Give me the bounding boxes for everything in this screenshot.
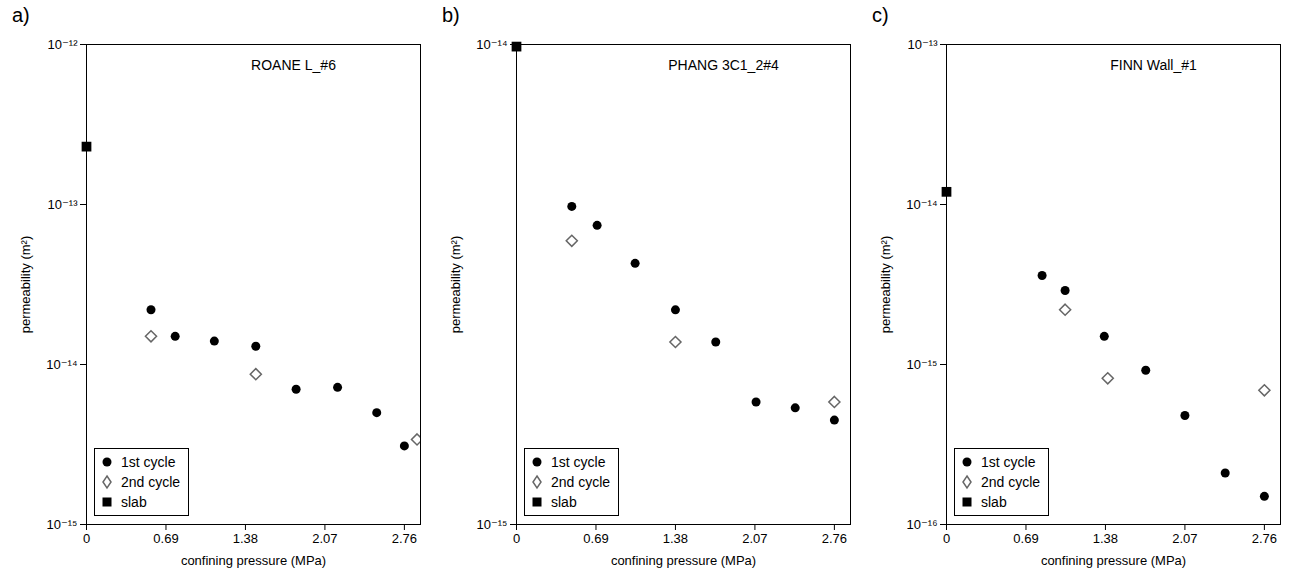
svg-text:1.38: 1.38 [1093,531,1118,546]
svg-text:2.07: 2.07 [1172,531,1197,546]
html-text:2nd cycle: 2nd cycle [551,474,611,490]
svg-text:confining pressure (MPa): confining pressure (MPa) [1041,553,1186,568]
svg-text:FINN Wall_#1: FINN Wall_#1 [1110,57,1197,73]
svg-text:2.76: 2.76 [392,531,417,546]
html-text:1st cycle: 1st cycle [121,454,176,470]
html-text:2nd cycle: 2nd cycle [121,474,181,490]
svg-text:0.69: 0.69 [1013,531,1038,546]
svg-text:10⁻¹²: 10⁻¹² [48,37,79,52]
svg-text:0: 0 [83,531,90,546]
svg-text:10⁻¹³: 10⁻¹³ [48,197,79,212]
svg-text:2.76: 2.76 [1252,531,1277,546]
svg-text:1.38: 1.38 [663,531,688,546]
svg-text:2.07: 2.07 [312,531,337,546]
svg-text:10⁻¹⁵: 10⁻¹⁵ [906,357,937,372]
svg-text:2.76: 2.76 [822,531,847,546]
html-text:1st cycle: 1st cycle [981,454,1036,470]
html-text:c): c) [872,4,889,26]
html-text:b): b) [442,4,460,26]
html-text:a): a) [12,4,30,26]
svg-text:10⁻¹⁴: 10⁻¹⁴ [46,357,77,372]
html-text:slab: slab [121,494,147,510]
svg-text:1.38: 1.38 [233,531,258,546]
svg-text:confining pressure (MPa): confining pressure (MPa) [181,553,326,568]
svg-text:10⁻¹⁴: 10⁻¹⁴ [906,197,937,212]
svg-text:10⁻¹⁵: 10⁻¹⁵ [476,517,507,532]
svg-text:0.69: 0.69 [153,531,178,546]
html-text:slab: slab [981,494,1007,510]
html-text:slab: slab [551,494,577,510]
html-text:1st cycle: 1st cycle [551,454,606,470]
svg-text:ROANE L_#6: ROANE L_#6 [251,57,336,73]
svg-text:0: 0 [943,531,950,546]
svg-text:10⁻¹³: 10⁻¹³ [908,37,939,52]
html-text:2nd cycle: 2nd cycle [981,474,1041,490]
svg-text:10⁻¹⁴: 10⁻¹⁴ [476,37,507,52]
svg-text:PHANG 3C1_2#4: PHANG 3C1_2#4 [668,57,779,73]
svg-text:10⁻¹⁶: 10⁻¹⁶ [906,517,937,532]
svg-text:2.07: 2.07 [742,531,767,546]
svg-text:permeability (m²): permeability (m²) [878,236,893,334]
svg-text:0.69: 0.69 [583,531,608,546]
svg-text:permeability (m²): permeability (m²) [18,236,33,334]
svg-text:10⁻¹⁵: 10⁻¹⁵ [46,517,77,532]
svg-text:permeability (m²): permeability (m²) [448,236,463,334]
svg-text:0: 0 [513,531,520,546]
svg-text:confining pressure (MPa): confining pressure (MPa) [611,553,756,568]
